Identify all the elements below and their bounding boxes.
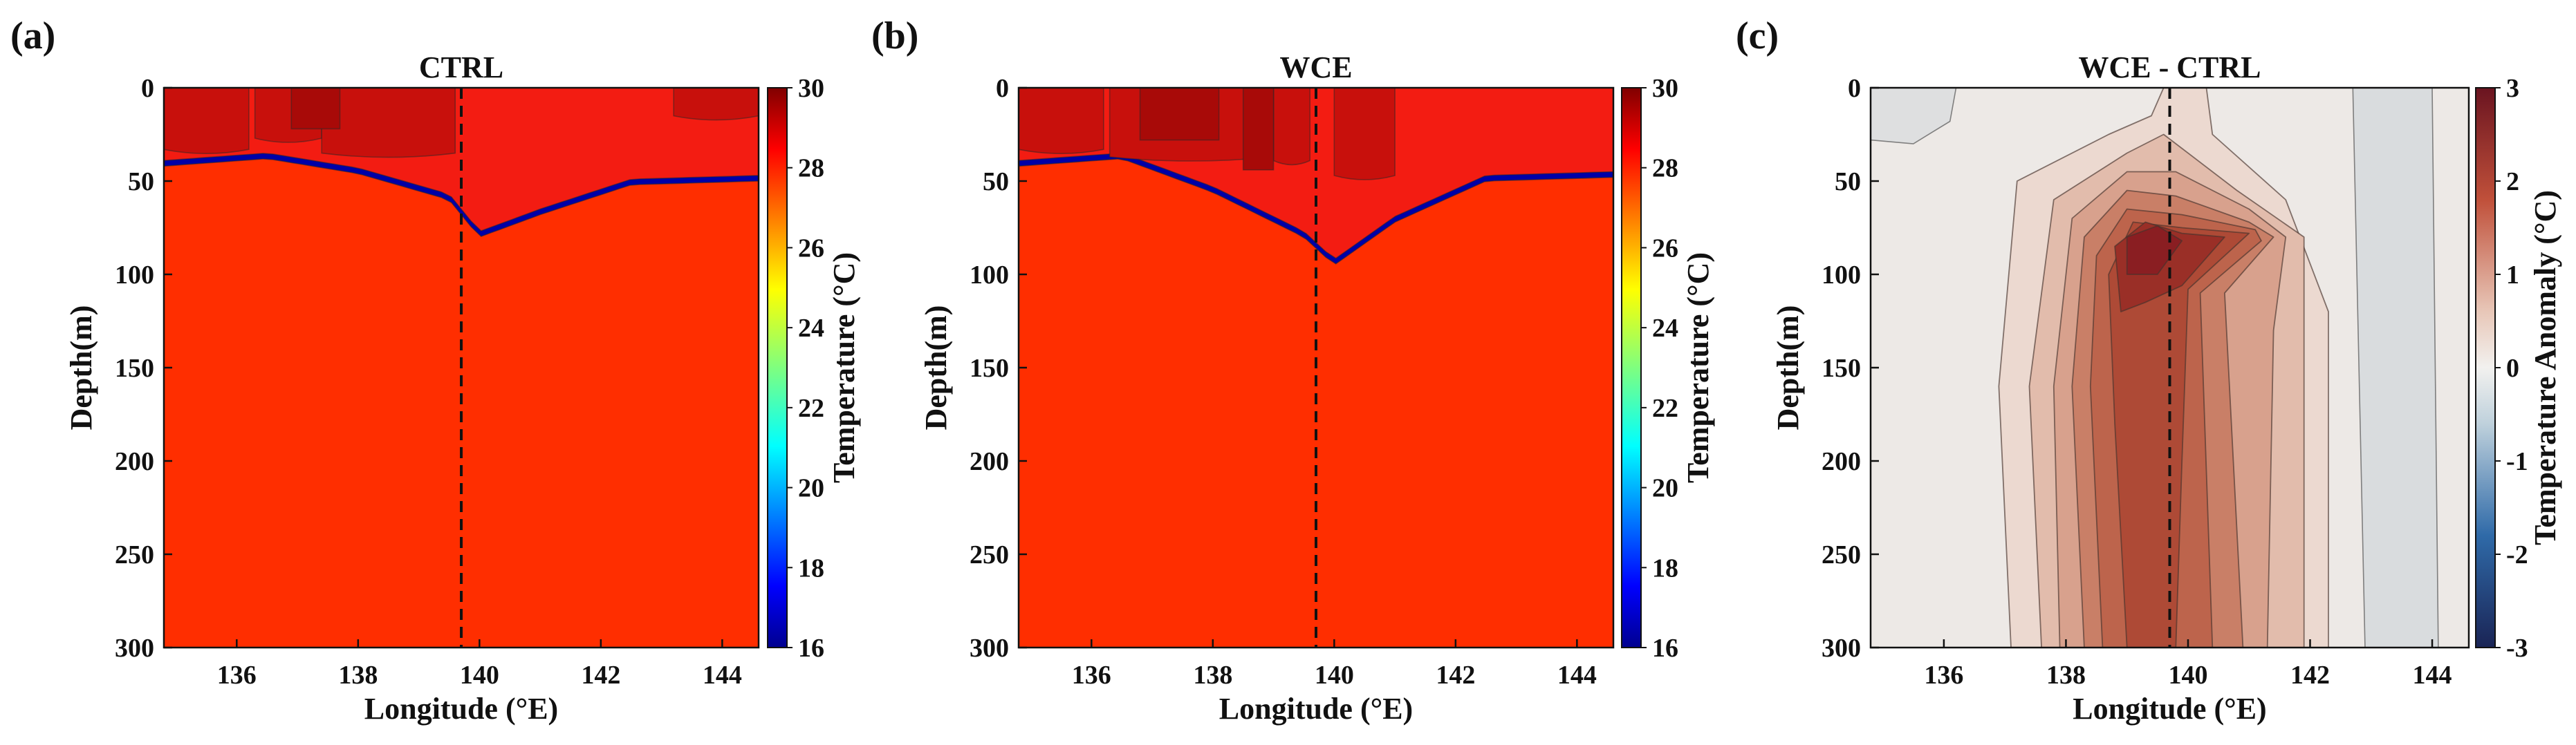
x-tick-label: 140 [1315, 661, 1354, 690]
colorbar-tick-label: 26 [1652, 234, 1678, 263]
colorbar [767, 87, 788, 648]
colorbar-tick-label: 22 [798, 394, 824, 423]
y-tick-label: 50 [128, 167, 154, 196]
colorbar-tick-label: 30 [1652, 74, 1678, 103]
warm-pool [321, 87, 456, 158]
warm-pool [1139, 87, 1220, 141]
colorbar-tick-label: 1 [2506, 261, 2519, 290]
colorbar-tick-label: 24 [1652, 314, 1678, 343]
x-tick-label: 142 [2290, 661, 2330, 690]
y-tick-label: 150 [115, 354, 154, 383]
colorbar-tick-label: 30 [798, 74, 824, 103]
y-tick-label: 0 [1848, 74, 1861, 103]
panel-1-axes: 0 50 100 150 200 250 300 136 138 140 142 144 Longitu… [10, 15, 861, 726]
colorbar-tick-label: 24 [798, 314, 824, 343]
x-tick-label: 138 [1193, 661, 1232, 690]
x-axis-label: Longitude (°E) [364, 692, 558, 726]
warm-pool [290, 87, 341, 130]
y-axis-label: Depth(m) [1771, 305, 1805, 431]
panel-title: WCE [1279, 50, 1352, 84]
colorbar-tick-label: 16 [1652, 634, 1678, 663]
y-tick-label: 50 [1835, 167, 1861, 196]
y-tick-label: 200 [970, 447, 1009, 476]
anomaly-contour-level-6 [2108, 221, 2250, 648]
warm-pool [163, 87, 250, 154]
warm-pool [1333, 87, 1396, 180]
x-tick-label: 144 [2413, 661, 2452, 690]
y-tick-label: 100 [1822, 261, 1861, 290]
warm-pool [673, 87, 759, 121]
y-tick-label: 300 [1822, 634, 1861, 663]
colorbar-tick-label: 20 [798, 474, 824, 503]
colorbar-tick-label: 3 [2506, 74, 2519, 103]
panel-letter: (a) [10, 15, 55, 57]
x-tick-label: 136 [217, 661, 257, 690]
cool-anomaly-strip [2352, 88, 2439, 648]
warm-pool [1242, 87, 1275, 171]
x-axis-label: Longitude (°E) [1219, 692, 1413, 726]
panel-title: WCE - CTRL [2078, 50, 2261, 84]
y-tick-label: 250 [1822, 540, 1861, 569]
colorbar-tick-label: 28 [1652, 154, 1678, 183]
colorbar-tick-label: 2 [2506, 167, 2519, 196]
colorbar-label: Temperature (°C) [1681, 252, 1715, 483]
y-tick-label: 0 [141, 74, 154, 103]
x-tick-label: 138 [2046, 661, 2086, 690]
y-tick-label: 150 [1822, 354, 1861, 383]
x-tick-label: 138 [338, 661, 378, 690]
y-tick-label: 50 [983, 167, 1009, 196]
x-tick-label: 136 [1924, 661, 1963, 690]
colorbar [1621, 87, 1642, 648]
y-tick-label: 200 [115, 447, 154, 476]
y-tick-label: 100 [970, 261, 1009, 290]
colorbar-label: Temperature Anomaly (°C) [2528, 190, 2562, 545]
y-tick-label: 250 [115, 540, 154, 569]
colorbar-tick-label: 28 [798, 154, 824, 183]
cool-anomaly-patch [1871, 88, 1957, 144]
y-tick-label: 300 [115, 634, 154, 663]
y-tick-label: 200 [1822, 447, 1861, 476]
colorbar-tick-label: -3 [2506, 634, 2528, 663]
x-tick-label: 142 [1436, 661, 1475, 690]
y-tick-label: 100 [115, 261, 154, 290]
colorbar-tick-label: 18 [798, 554, 824, 583]
warm-pool [1018, 87, 1104, 154]
panel-3-axes: 0 50 100 150 200 250 300 136 138 140 142 144 Longitu… [1736, 15, 2562, 726]
x-tick-label: 144 [703, 661, 742, 690]
panel-2-axes: 0 50 100 150 200 250 300 136 138 140 142 144 Longitu… [871, 15, 1715, 726]
x-axis-label: Longitude (°E) [2073, 692, 2266, 726]
panel-title: CTRL [419, 50, 503, 84]
colorbar-tick-label: 0 [2506, 354, 2519, 383]
colorbar-tick-label: 20 [1652, 474, 1678, 503]
colorbar-tick-label: 26 [798, 234, 824, 263]
y-axis-label: Depth(m) [64, 305, 98, 431]
colorbar [2475, 87, 2496, 648]
x-tick-label: 144 [1557, 661, 1597, 690]
colorbar-tick-label: 16 [798, 634, 824, 663]
panel-letter: (b) [871, 15, 918, 57]
x-tick-label: 136 [1072, 661, 1111, 690]
colorbar-label: Temperature (°C) [827, 252, 861, 483]
x-tick-label: 142 [581, 661, 620, 690]
y-axis-label: Depth(m) [919, 305, 953, 431]
y-tick-label: 0 [996, 74, 1009, 103]
warm-pool [1272, 87, 1311, 166]
panel-1-field [163, 87, 759, 648]
x-tick-label: 140 [2168, 661, 2207, 690]
colorbar-tick-label: 22 [1652, 394, 1678, 423]
y-tick-label: 150 [970, 354, 1009, 383]
y-tick-label: 250 [970, 540, 1009, 569]
panel-letter: (c) [1736, 15, 1779, 57]
colorbar-tick-label: -2 [2506, 540, 2528, 569]
colorbar-tick-label: 18 [1652, 554, 1678, 583]
colorbar-tick-label: -1 [2506, 447, 2528, 476]
y-tick-label: 300 [970, 634, 1009, 663]
x-tick-label: 140 [460, 661, 499, 690]
